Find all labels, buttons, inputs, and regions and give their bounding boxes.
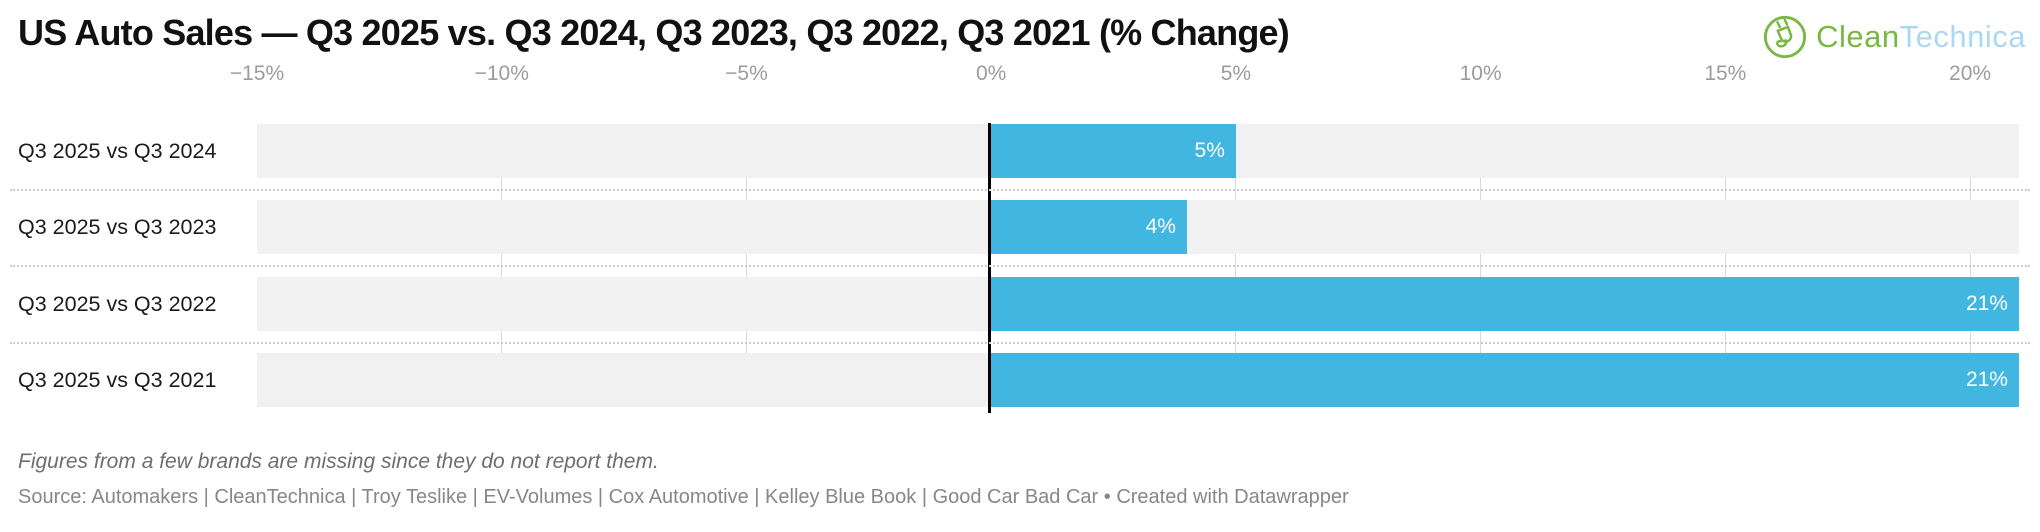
bar-value-label: 21%	[1965, 368, 2008, 391]
row-label: Q3 2025 vs Q3 2023	[18, 214, 217, 239]
cleantechnica-logo[interactable]: CleanTechnica	[1762, 12, 2026, 62]
bar-value-label: 5%	[1194, 139, 1225, 162]
row-separator	[10, 342, 2030, 344]
logo-text-technica: Technica	[1899, 19, 2026, 54]
bar-track: 4%	[257, 200, 2019, 254]
source-line: Source: Automakers | CleanTechnica | Tro…	[18, 486, 1349, 508]
axis-tick-label: 5%	[1220, 62, 1252, 85]
bar-value-label: 21%	[1965, 292, 2008, 315]
row-separator	[10, 189, 2030, 191]
axis-tick-label: −5%	[725, 62, 768, 85]
zero-baseline	[988, 123, 991, 413]
axis-tick-label: 20%	[1949, 62, 1992, 85]
row-label: Q3 2025 vs Q3 2024	[18, 138, 217, 163]
logo-text-clean: Clean	[1816, 19, 1900, 54]
bar: 4%	[991, 200, 1187, 254]
axis-tick-label: 0%	[975, 62, 1007, 85]
bar-track: 21%	[257, 277, 2019, 331]
bar: 5%	[991, 124, 1236, 178]
axis-tick-label: 10%	[1459, 62, 1502, 85]
plug-in-circle-icon	[1762, 14, 1808, 60]
axis-tick-label: −10%	[474, 62, 529, 85]
axis-tick-label: 15%	[1704, 62, 1747, 85]
row-label: Q3 2025 vs Q3 2022	[18, 291, 217, 316]
x-axis: −15% −10% −5% 0% 5% 10% 15% 20%	[230, 62, 2019, 88]
bar-track: 21%	[257, 353, 2019, 407]
axis-tick-label: −15%	[229, 62, 285, 85]
footer-note: Figures from a few brands are missing si…	[18, 450, 659, 473]
chart-title: US Auto Sales — Q3 2025 vs. Q3 2024, Q3 …	[18, 12, 1290, 53]
plot-area: 5% 4% 21% 21%	[257, 124, 2019, 407]
bar: 21%	[991, 277, 2019, 331]
bar-track: 5%	[257, 124, 2019, 178]
row-separator	[10, 265, 2030, 267]
bar-value-label: 4%	[1145, 215, 1176, 238]
row-label: Q3 2025 vs Q3 2021	[18, 367, 217, 392]
bar: 21%	[991, 353, 2019, 407]
